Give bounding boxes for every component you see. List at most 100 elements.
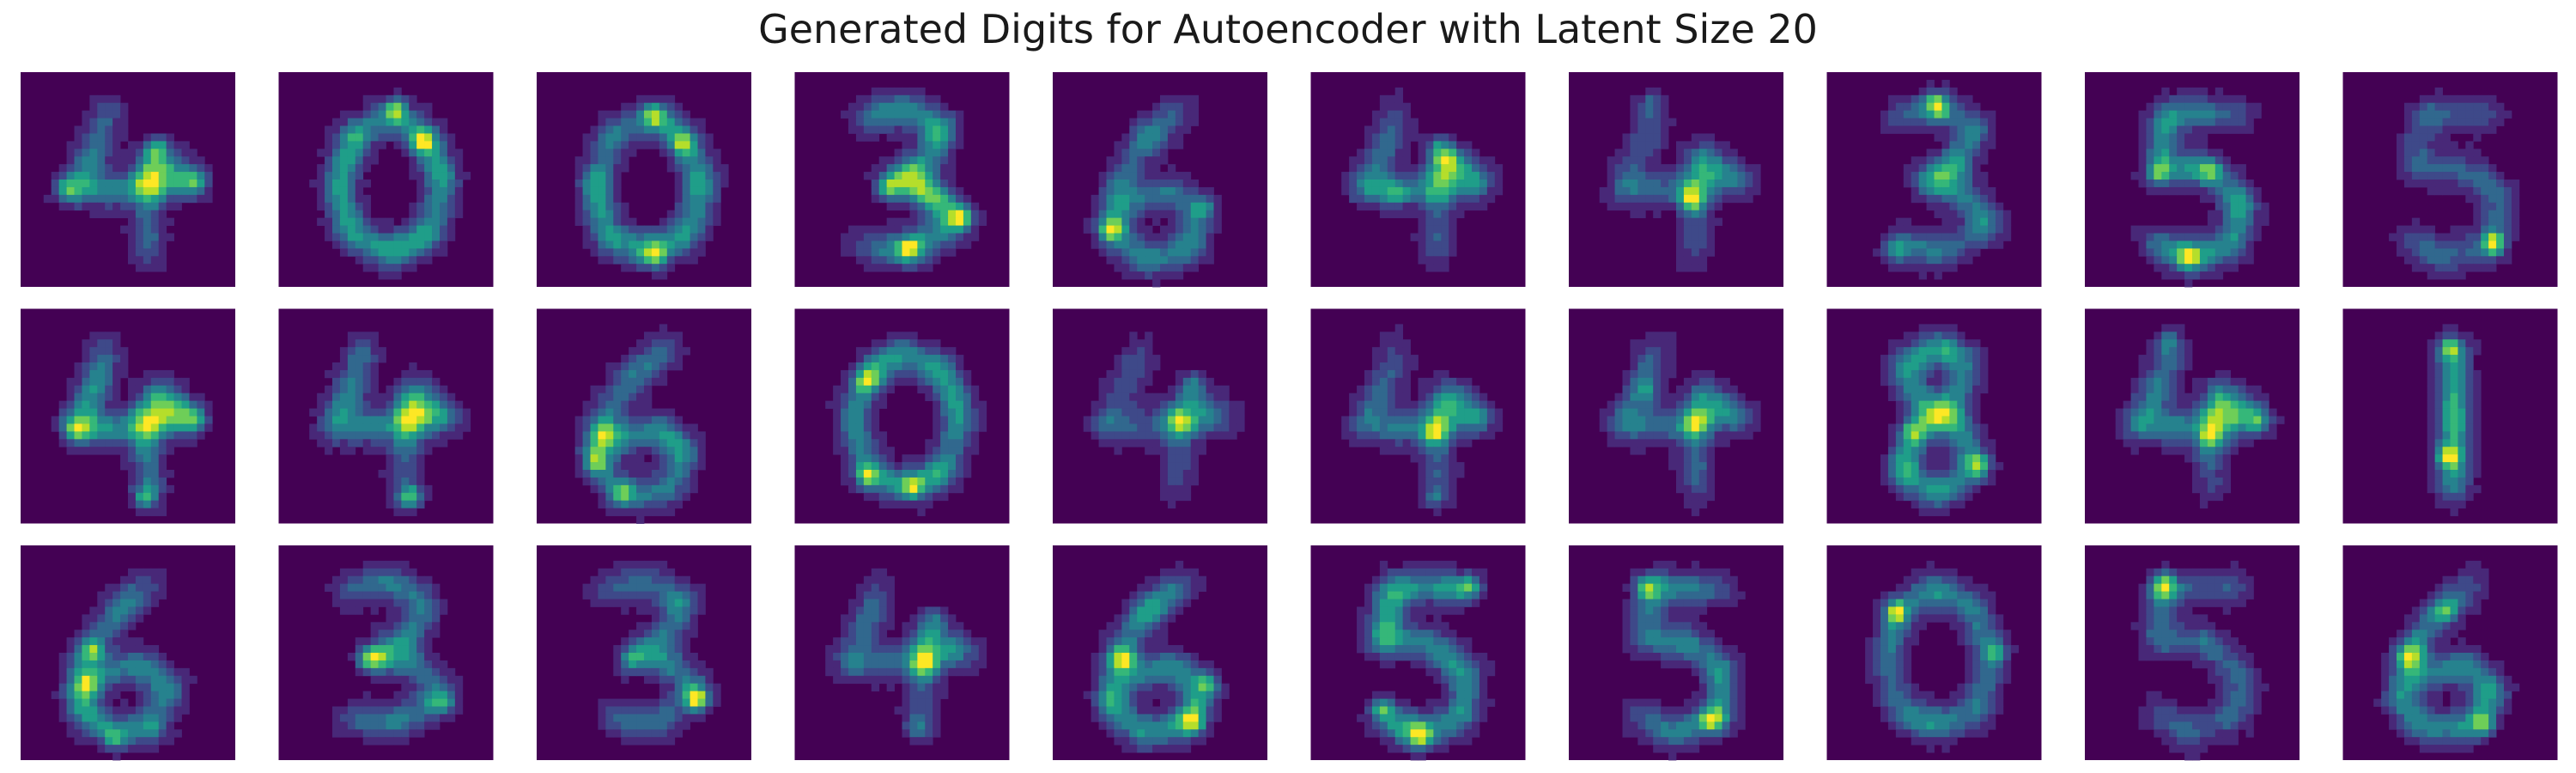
heatmap-pixel [2207,210,2216,219]
heatmap-pixel [82,110,90,119]
heatmap-pixel [1091,225,1099,234]
heatmap-pixel [909,339,918,348]
heatmap-pixel [432,118,440,126]
heatmap-pixel [112,194,121,204]
heatmap-pixel [2245,180,2254,188]
heatmap-pixel [1949,164,1958,173]
heatmap-pixel [841,110,849,119]
heatmap-pixel [1691,423,1700,432]
heatmap-pixel [621,454,629,463]
heatmap-pixel [143,225,152,234]
heatmap-pixel [1957,210,1965,219]
heatmap-pixel [1737,156,1746,165]
heatmap-pixel [1479,172,1488,180]
heatmap-pixel [1114,439,1122,447]
heatmap-pixel [1957,347,1965,356]
heatmap-pixel [674,156,683,165]
heatmap-pixel [2154,248,2162,257]
heatmap-pixel [1676,248,1685,257]
heatmap-pixel [1121,431,1130,440]
heatmap-pixel [1167,470,1176,478]
heatmap-pixel [636,423,645,432]
heatmap-pixel [1949,416,1958,424]
heatmap-pixel [2184,156,2193,165]
heatmap-pixel [332,141,341,149]
heatmap-pixel [1895,225,1905,234]
heatmap-pixel [2215,118,2224,126]
heatmap-pixel [112,118,121,126]
heatmap-pixel [1926,347,1935,356]
heatmap-pixel [590,470,598,478]
heatmap-pixel [1152,194,1161,204]
heatmap-pixel [424,256,433,265]
heatmap-pixel [1167,118,1176,126]
heatmap-pixel [1145,225,1153,234]
heatmap-pixel [841,423,849,432]
heatmap-pixel [362,110,372,119]
heatmap-pixel [158,256,167,265]
heatmap-pixel [613,118,622,126]
heatmap-pixel [1114,369,1122,379]
heatmap-pixel [1622,194,1631,204]
heatmap-pixel [2238,248,2246,257]
heatmap-pixel [948,149,957,157]
heatmap-pixel [1206,225,1214,234]
heatmap-pixel [621,385,629,394]
heatmap-pixel [1160,462,1169,471]
heatmap-pixel [1486,408,1496,417]
heatmap-pixel [89,339,98,348]
heatmap-pixel [605,141,614,149]
heatmap-pixel [902,454,910,463]
heatmap-pixel [863,377,872,386]
heatmap-pixel [1379,194,1388,204]
heatmap-pixel [1371,118,1381,126]
heatmap-pixel [1941,355,1950,363]
heatmap-pixel [150,141,160,149]
heatmap-pixel [1683,164,1692,173]
heatmap-pixel [1980,133,1989,142]
heatmap-pixel [1653,118,1662,126]
heatmap-pixel [1160,470,1169,478]
heatmap-pixel [1106,172,1115,180]
heatmap-pixel [1152,423,1161,432]
heatmap-pixel [1972,447,1981,455]
heatmap-pixel [2245,118,2254,126]
heatmap-pixel [1129,271,1138,280]
heatmap-pixel [1433,164,1442,173]
heatmap-pixel [1425,210,1434,219]
heatmap-pixel [1637,186,1646,196]
heatmap-pixel [605,248,614,257]
heatmap-pixel [713,180,721,188]
heatmap-pixel [1433,508,1442,516]
heatmap-pixel [902,125,910,134]
heatmap-pixel [143,462,152,471]
heatmap-pixel [940,462,949,471]
heatmap-pixel [894,118,902,126]
heatmap-pixel [393,125,402,134]
heatmap-pixel [66,202,75,211]
heatmap-pixel [963,240,972,249]
heatmap-pixel [378,110,386,119]
heatmap-pixel [1357,164,1365,173]
heatmap-pixel [89,393,98,402]
heatmap-pixel [1714,385,1722,394]
heatmap-pixel [674,416,683,424]
heatmap-pixel [424,408,433,417]
heatmap-pixel [173,408,182,417]
heatmap-pixel [386,133,394,142]
heatmap-pixel [659,256,668,265]
heatmap-pixel [933,118,941,126]
heatmap-pixel [651,484,660,494]
heatmap-pixel [2434,110,2443,119]
heatmap-pixel [1934,102,1942,112]
heatmap-pixel [1121,180,1130,188]
heatmap-pixel [636,431,645,440]
heatmap-pixel [2169,347,2178,356]
figure-title: Generated Digits for Autoencoder with La… [758,6,1818,52]
heatmap-pixel [1903,362,1912,371]
heatmap-pixel [325,186,333,196]
heatmap-pixel [378,217,386,226]
heatmap-pixel [66,194,75,204]
heatmap-pixel [598,431,606,440]
heatmap-pixel [370,393,379,402]
